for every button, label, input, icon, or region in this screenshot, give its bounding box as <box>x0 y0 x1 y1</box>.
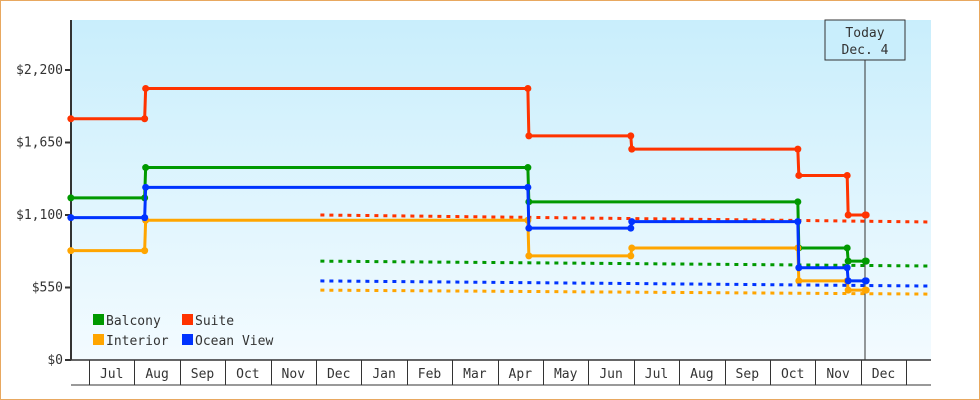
y-tick-label: $1,650 <box>16 136 63 151</box>
data-point <box>844 286 852 294</box>
data-point <box>794 198 802 206</box>
data-point <box>862 277 870 285</box>
data-point <box>862 211 870 219</box>
y-tick-label: $2,200 <box>16 63 63 78</box>
today-marker: Today Dec. 4 <box>824 19 906 360</box>
data-point <box>525 132 533 140</box>
x-tick-label: Jul <box>100 367 123 382</box>
legend-item: Ocean View <box>182 334 273 349</box>
data-point <box>843 171 851 179</box>
legend-item: Suite <box>182 314 234 329</box>
legend-label: Suite <box>195 314 234 329</box>
y-tick-label: $1,100 <box>16 208 63 223</box>
today-date: Dec. 4 <box>842 43 889 58</box>
x-tick-label: Nov <box>282 367 306 382</box>
legend-swatch <box>93 314 104 325</box>
data-point <box>142 164 150 172</box>
series-ocean-view <box>67 183 932 288</box>
x-tick-label: Mar <box>463 367 487 382</box>
data-point <box>794 218 802 226</box>
x-tick-label: Jan <box>372 367 395 382</box>
data-point <box>524 164 532 172</box>
projection-line <box>320 213 932 224</box>
data-point <box>628 244 636 252</box>
data-point <box>141 247 149 255</box>
x-tick-label: Dec <box>327 367 350 382</box>
data-point <box>142 84 150 92</box>
x-tick-label: Jun <box>599 367 622 382</box>
x-tick-label: Aug <box>690 367 713 382</box>
data-point <box>524 183 532 191</box>
projection-line <box>320 288 932 296</box>
projection-line <box>320 279 932 288</box>
data-point <box>862 286 870 294</box>
legend-swatch <box>93 334 104 345</box>
x-tick-label: Jul <box>645 367 668 382</box>
data-point <box>141 115 149 123</box>
x-tick-label: Nov <box>826 367 850 382</box>
data-point <box>627 132 635 140</box>
data-point <box>794 145 802 153</box>
data-point <box>524 84 532 92</box>
data-point <box>844 277 852 285</box>
x-tick-label: Feb <box>418 367 442 382</box>
data-point <box>795 277 803 285</box>
legend-label: Balcony <box>106 314 161 329</box>
y-axis: $0 $550 $1,100 $1,650 $2,200 <box>16 20 72 368</box>
x-tick-label: Sep <box>191 367 215 382</box>
projection-line <box>320 259 932 268</box>
x-tick-label: Oct <box>781 367 804 382</box>
x-tick-label: Aug <box>145 367 168 382</box>
data-point <box>795 171 803 179</box>
data-point <box>525 224 533 232</box>
data-point <box>844 257 852 265</box>
data-point <box>843 264 851 272</box>
data-point <box>142 183 150 191</box>
data-point <box>67 214 75 222</box>
data-point <box>67 247 75 255</box>
data-point <box>525 252 533 260</box>
x-axis: Jul Aug Sep Oct Nov Dec Jan Feb Mar Apr May Jun Jul A… <box>71 359 931 386</box>
legend-item: Balcony <box>93 314 161 329</box>
plot-area <box>71 20 931 360</box>
legend-swatch <box>182 314 193 325</box>
data-point <box>627 224 635 232</box>
x-tick-label: Sep <box>736 367 760 382</box>
legend-item: Interior <box>93 334 169 349</box>
today-label: Today <box>845 26 884 41</box>
data-point <box>844 211 852 219</box>
data-point <box>628 218 636 226</box>
y-tick-label: $550 <box>32 281 63 296</box>
x-tick-label: May <box>554 367 578 382</box>
legend-label: Interior <box>106 334 169 349</box>
data-point <box>627 252 635 260</box>
legend-label: Ocean View <box>195 334 273 349</box>
series-suite <box>67 84 932 224</box>
legend-swatch <box>182 334 193 345</box>
data-point <box>843 244 851 252</box>
data-point <box>67 115 75 123</box>
data-point <box>67 194 75 202</box>
legend: Balcony Suite Interior Ocean View <box>93 314 273 349</box>
y-tick-label: $0 <box>47 353 63 368</box>
data-point <box>141 214 149 222</box>
x-tick-label: Oct <box>236 367 259 382</box>
x-tick-label: Dec <box>872 367 895 382</box>
x-tick-label: Apr <box>509 367 533 382</box>
data-point <box>795 264 803 272</box>
data-point <box>862 257 870 265</box>
data-point <box>628 145 636 153</box>
